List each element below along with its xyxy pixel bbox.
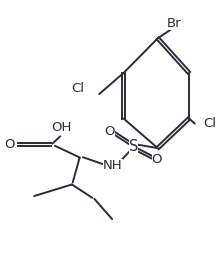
Text: O: O bbox=[4, 138, 15, 151]
Text: NH: NH bbox=[103, 159, 123, 172]
Text: S: S bbox=[129, 139, 138, 154]
Text: O: O bbox=[152, 153, 162, 166]
Text: Cl: Cl bbox=[203, 117, 216, 130]
Text: OH: OH bbox=[51, 121, 72, 134]
Text: O: O bbox=[104, 125, 115, 138]
Text: Cl: Cl bbox=[71, 83, 84, 96]
Text: Br: Br bbox=[167, 17, 182, 30]
